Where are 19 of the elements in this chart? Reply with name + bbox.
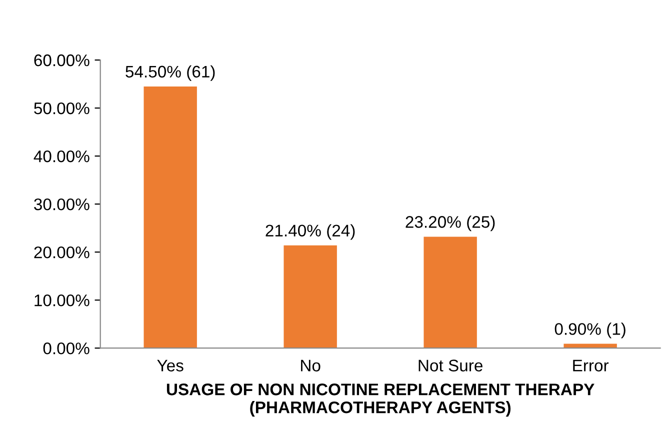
x-axis-title: USAGE OF NON NICOTINE REPLACEMENT THERAPY (PHARMACOTHERAPY AGENTS) (166, 384, 594, 417)
x-tick-label: Yes (157, 360, 184, 372)
y-tick-label: 20.00% (34, 246, 90, 258)
data-label: 23.20% (25) (406, 216, 495, 232)
data-label: 21.40% (24) (266, 224, 355, 240)
bar (284, 245, 337, 348)
data-label: 0.90% (1) (554, 322, 626, 338)
x-tick-label: Not Sure (418, 360, 482, 372)
x-tick-label: Error (573, 360, 609, 372)
y-tick-label: 0.00% (43, 342, 90, 354)
y-tick-label: 50.00% (34, 102, 90, 114)
bar (424, 236, 477, 348)
data-label: 54.50% (61) (126, 65, 215, 81)
x-tick-label: No (301, 360, 320, 372)
bar (144, 86, 197, 348)
y-tick-label: 40.00% (34, 150, 90, 162)
y-tick-label: 30.00% (34, 198, 90, 210)
y-tick-label: 60.00% (34, 54, 90, 66)
y-tick-label: 10.00% (34, 294, 90, 306)
